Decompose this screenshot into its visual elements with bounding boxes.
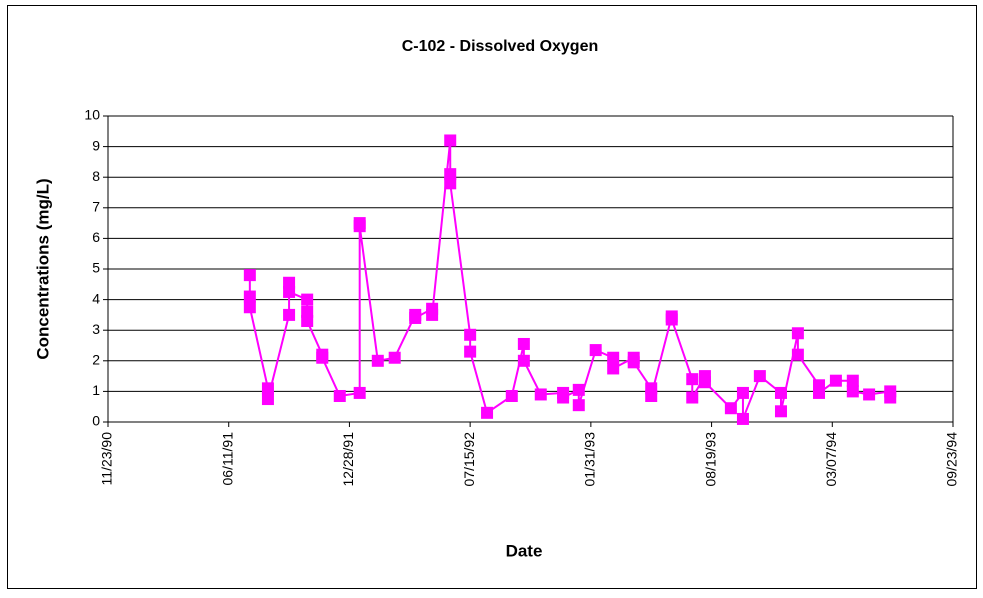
data-point xyxy=(444,177,457,190)
chart-title: C-102 - Dissolved Oxygen xyxy=(402,38,599,55)
data-point xyxy=(464,328,477,341)
y-tick-label: 5 xyxy=(92,260,100,276)
y-tick-label: 8 xyxy=(92,168,100,184)
data-point xyxy=(243,301,256,314)
x-tick-label: 09/23/94 xyxy=(944,432,960,487)
y-axis-label: Concentrations (mg/L) xyxy=(33,178,52,359)
x-tick-label: 12/28/91 xyxy=(340,432,356,487)
data-point xyxy=(645,389,658,402)
y-tick-label: 1 xyxy=(92,382,100,398)
data-point xyxy=(589,344,602,357)
data-point xyxy=(409,311,422,324)
data-point xyxy=(753,370,766,383)
data-point xyxy=(791,327,804,340)
data-point xyxy=(243,269,256,282)
data-point xyxy=(813,386,826,399)
chart-border xyxy=(7,5,977,589)
data-point xyxy=(572,399,585,412)
data-point xyxy=(607,351,620,364)
x-tick-label: 06/11/91 xyxy=(219,432,235,486)
data-point xyxy=(829,374,842,387)
y-tick-label: 7 xyxy=(92,199,100,215)
y-tick-label: 9 xyxy=(92,137,100,153)
y-tick-label: 6 xyxy=(92,229,100,245)
y-tick-label: 4 xyxy=(92,290,100,306)
data-point xyxy=(283,276,296,289)
data-point xyxy=(444,134,457,147)
data-point xyxy=(557,391,570,404)
data-point xyxy=(572,383,585,396)
data-point xyxy=(698,376,711,389)
data-point xyxy=(736,386,749,399)
x-tick-label: 08/19/93 xyxy=(702,432,718,487)
data-point xyxy=(724,402,737,415)
data-point xyxy=(371,354,384,367)
data-point xyxy=(261,382,274,395)
data-point xyxy=(353,386,366,399)
data-point xyxy=(884,391,897,404)
data-point xyxy=(283,308,296,321)
data-point xyxy=(444,168,457,181)
data-point xyxy=(301,315,314,328)
data-point xyxy=(846,385,859,398)
data-point xyxy=(481,406,494,419)
data-point xyxy=(464,345,477,358)
data-point xyxy=(388,351,401,364)
y-tick-label: 3 xyxy=(92,321,100,337)
x-tick-label: 07/15/92 xyxy=(461,432,477,487)
y-tick-label: 0 xyxy=(92,413,100,429)
data-point xyxy=(863,388,876,401)
data-point xyxy=(665,313,678,326)
y-tick-label: 2 xyxy=(92,352,100,368)
data-point xyxy=(736,412,749,425)
x-tick-label: 11/23/90 xyxy=(99,432,115,486)
data-point xyxy=(243,290,256,303)
x-axis-label: Date xyxy=(506,541,543,560)
data-point xyxy=(505,389,518,402)
data-point xyxy=(426,308,439,321)
data-point xyxy=(353,220,366,233)
data-point xyxy=(283,285,296,298)
data-point xyxy=(301,293,314,306)
data-point xyxy=(846,374,859,387)
data-point xyxy=(517,337,530,350)
x-tick-label: 03/07/94 xyxy=(823,432,839,487)
data-point xyxy=(333,389,346,402)
data-point xyxy=(627,356,640,369)
data-point xyxy=(686,373,699,386)
data-point xyxy=(517,354,530,367)
data-point xyxy=(774,405,787,418)
data-point xyxy=(774,386,787,399)
data-point xyxy=(316,351,329,364)
data-point xyxy=(607,362,620,375)
data-point xyxy=(261,393,274,406)
x-tick-label: 01/31/93 xyxy=(582,432,598,487)
data-point xyxy=(301,305,314,318)
data-point xyxy=(686,391,699,404)
data-point xyxy=(791,348,804,361)
y-tick-label: 10 xyxy=(84,107,100,123)
data-point xyxy=(534,388,547,401)
